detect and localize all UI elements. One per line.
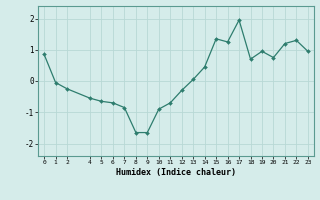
- X-axis label: Humidex (Indice chaleur): Humidex (Indice chaleur): [116, 168, 236, 177]
